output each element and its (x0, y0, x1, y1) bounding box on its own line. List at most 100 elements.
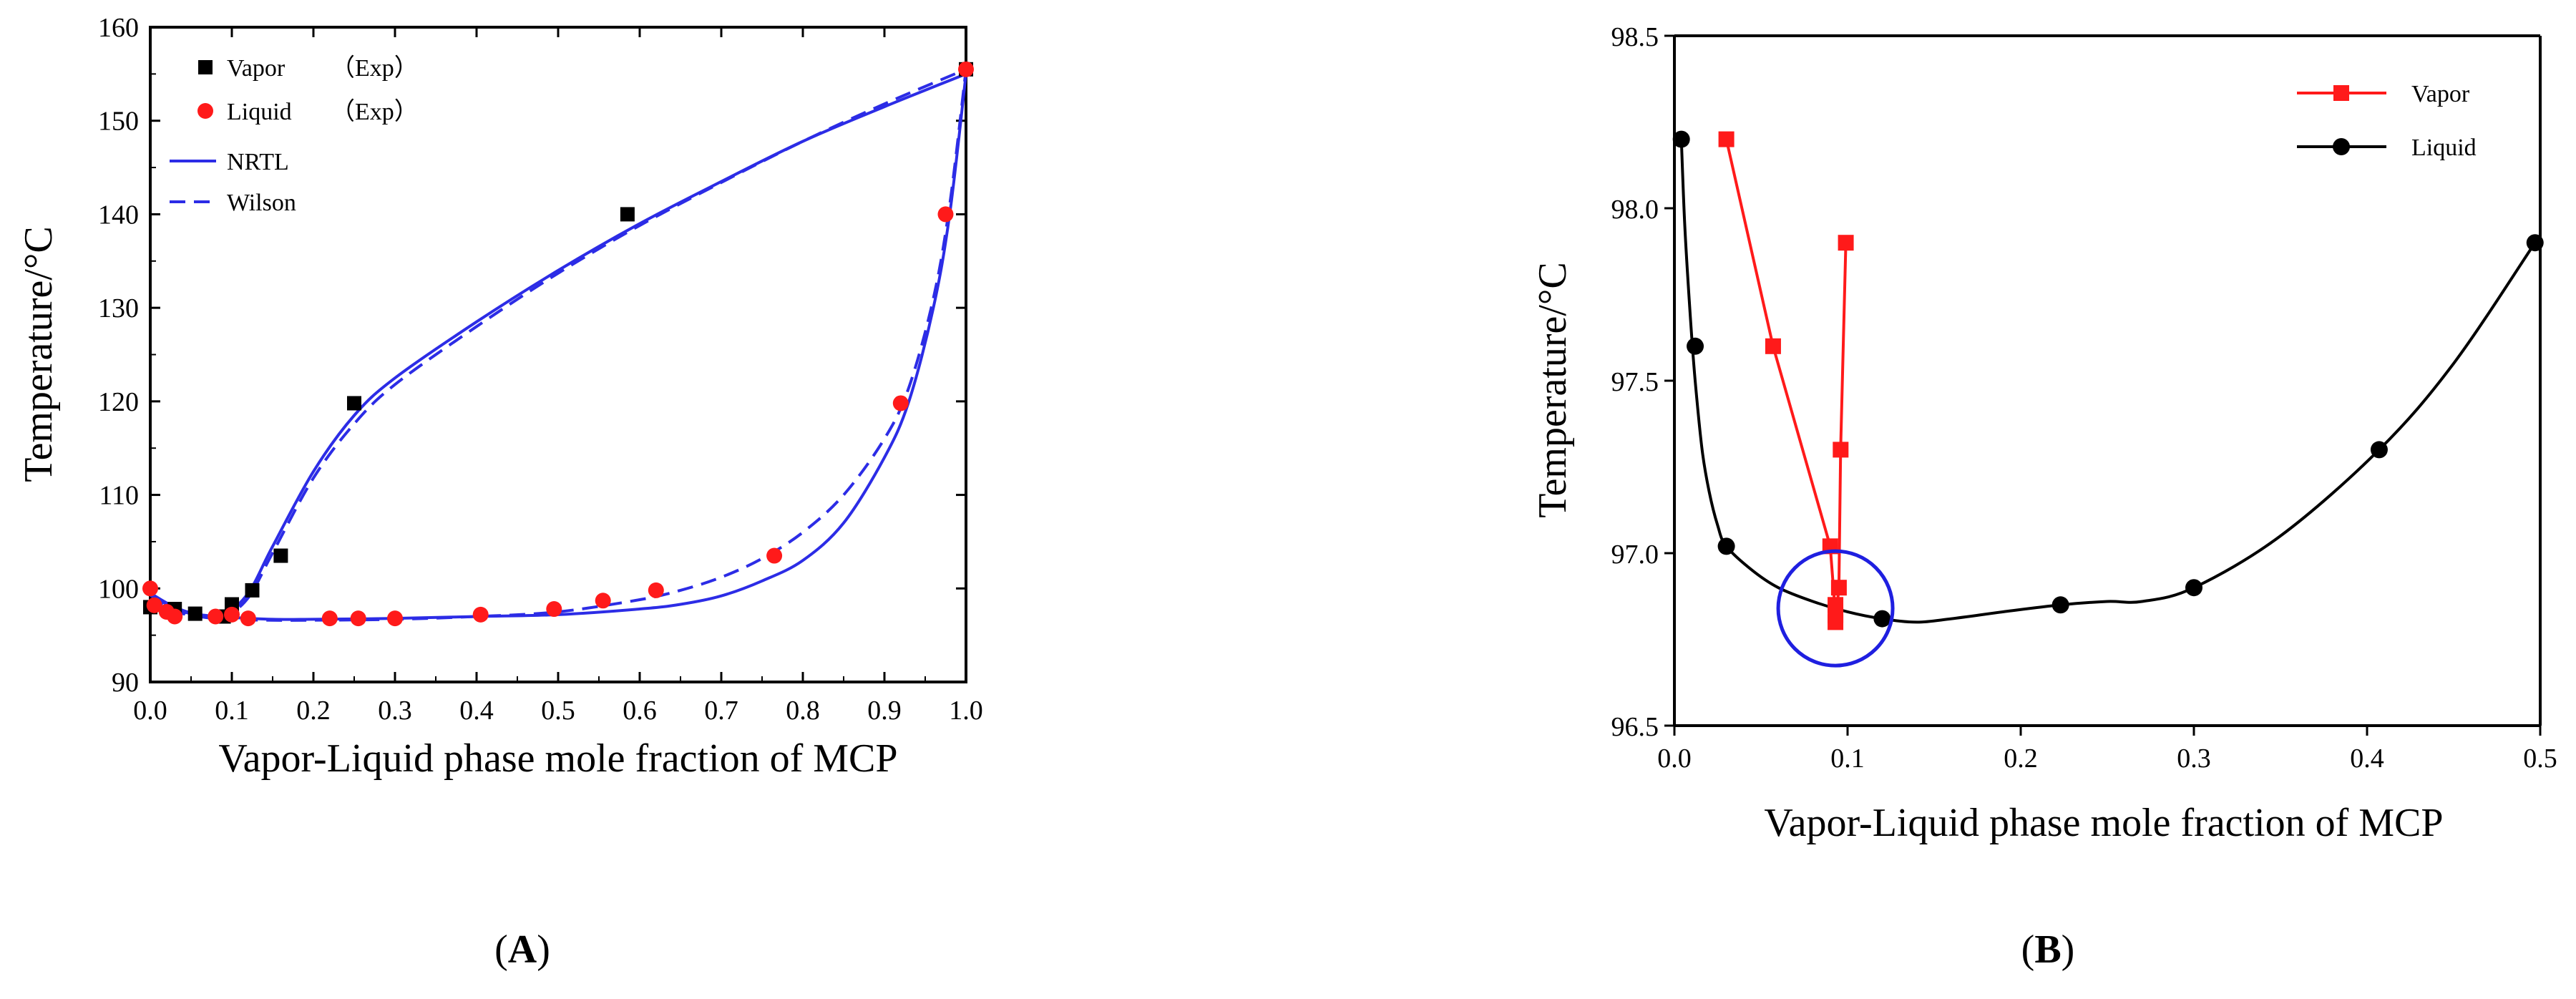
x-tick-label: 0.5 (2523, 744, 2557, 774)
liquid-exp-point (321, 610, 338, 627)
panel-b-x-axis-label: Vapor-Liquid phase mole fraction of MCP (1764, 801, 2443, 845)
liquid-point (1717, 537, 1735, 555)
panel-a-label: (A) (494, 927, 550, 972)
liquid-exp-point (595, 593, 611, 609)
highlight-circle (1776, 549, 1895, 668)
legend-liquid-marker (197, 103, 213, 119)
legend-wilson-label: Wilson (227, 190, 296, 216)
panel-a-y-axis-label: Temperature/°C (16, 226, 61, 482)
x-tick-label: 0.1 (1830, 744, 1865, 774)
x-tick-label: 0.2 (2004, 744, 2038, 774)
panel-b-label: (B) (2021, 927, 2075, 972)
legend-vapor-suffix: （Exp） (331, 54, 419, 82)
panel-b-legend: Vapor Liquid (2297, 81, 2477, 161)
x-tick-label: 0.6 (623, 696, 657, 726)
vapor-point (1828, 597, 1844, 613)
legend-vapor-label: Vapor (2411, 81, 2470, 107)
y-tick-label: 110 (99, 481, 139, 511)
panel-a-y-ticks: 90 100 110 120 130 140 150 160 (98, 13, 966, 698)
vapor-exp-point (620, 207, 635, 222)
liquid-exp-point (142, 580, 158, 597)
y-tick-label: 150 (98, 107, 139, 137)
series-line (149, 69, 967, 622)
y-tick-label: 100 (98, 574, 139, 604)
vapor-exp-point (347, 396, 361, 411)
panel-a-legend: Vapor （Exp） Liquid （Exp） NRTL Wilson (170, 54, 419, 216)
y-tick-label: 130 (98, 293, 139, 323)
x-tick-label: 0.0 (133, 696, 167, 726)
x-tick-label: 0.8 (786, 696, 820, 726)
liquid-point (2370, 441, 2388, 459)
x-tick-label: 0.9 (867, 696, 902, 726)
liquid-exp-point (387, 610, 403, 627)
vapor-point (1830, 580, 1847, 596)
x-tick-label: 0.0 (1657, 744, 1692, 774)
vapor-point (1718, 131, 1735, 147)
liquid-exp-point (224, 606, 240, 623)
vapor-point (1828, 614, 1844, 630)
x-tick-label: 0.5 (541, 696, 575, 726)
legend-liquid-label: Liquid (227, 99, 292, 125)
legend-nrtl-label: NRTL (227, 149, 289, 175)
liquid-exp-point (146, 597, 162, 613)
vapor-exp-point (245, 583, 260, 598)
x-tick-label: 0.2 (296, 696, 331, 726)
panel-b-x-ticks: 0.0 0.1 0.2 0.3 0.4 0.5 (1657, 726, 2557, 774)
legend-liquid-marker (2333, 138, 2350, 155)
liquid-point (1672, 130, 1690, 148)
panel-a-x-axis-label: Vapor-Liquid phase mole fraction of MCP (218, 736, 897, 781)
liquid-point (2185, 579, 2202, 597)
series-line (149, 74, 967, 621)
x-tick-label: 0.3 (2177, 744, 2211, 774)
liquid-exp-point (472, 606, 489, 623)
liquid-exp-point (167, 608, 183, 625)
y-tick-label: 98.5 (1611, 22, 1659, 52)
y-tick-label: 120 (98, 387, 139, 417)
vapor-point (1838, 235, 1854, 251)
y-tick-label: 160 (98, 13, 139, 43)
y-tick-label: 90 (112, 668, 139, 698)
legend-vapor-label: Vapor (227, 55, 286, 82)
legend-vapor-marker (2333, 85, 2349, 101)
liquid-exp-point (958, 61, 974, 77)
x-tick-label: 0.1 (215, 696, 249, 726)
liquid-point (2051, 596, 2069, 614)
y-tick-label: 140 (98, 200, 139, 230)
panel-a-series (142, 61, 974, 627)
panel-b-series (1672, 130, 2544, 668)
liquid-exp-point (766, 547, 783, 564)
liquid-exp-point (546, 601, 562, 618)
panel-a-x-ticks: 0.0 0.1 0.2 0.3 0.4 0.5 0.6 0.7 0.8 0.9 1.0 (133, 27, 983, 726)
y-tick-label: 98.0 (1611, 195, 1659, 225)
y-tick-label: 97.5 (1611, 367, 1659, 397)
liquid-point (1687, 337, 1704, 355)
vapor-point (1833, 442, 1849, 458)
x-tick-label: 0.7 (704, 696, 738, 726)
liquid-point (2526, 234, 2544, 252)
liquid-exp-point (240, 610, 256, 627)
legend-vapor-marker (198, 60, 213, 74)
x-tick-label: 1.0 (949, 696, 983, 726)
panel-b-y-ticks: 96.5 97.0 97.5 98.0 98.5 (1611, 22, 1674, 742)
liquid-exp-point (350, 610, 366, 627)
panel-b-y-axis-label: Temperature/°C (1531, 262, 1575, 517)
panel-a-plot-frame (149, 26, 967, 683)
vapor-exp-point (273, 548, 288, 563)
x-tick-label: 0.4 (459, 696, 494, 726)
legend-liquid-label: Liquid (2411, 135, 2477, 161)
panel-b-chart: 96.597.097.598.098.5 0.0 0.1 0.2 0.3 0.4 0.5 … (1531, 22, 2557, 972)
vapor-point (1765, 338, 1781, 354)
liquid-exp-point (892, 395, 909, 411)
y-tick-label: 97.0 (1611, 540, 1659, 570)
vapor-exp-point (187, 606, 203, 621)
liquid-point (1873, 610, 1891, 628)
x-tick-label: 0.3 (378, 696, 412, 726)
legend-liquid-suffix: （Exp） (331, 98, 419, 125)
liquid-curve (1679, 139, 2537, 624)
liquid-exp-point (937, 206, 954, 223)
liquid-exp-point (648, 582, 664, 598)
liquid-exp-point (208, 608, 224, 625)
y-tick-label: 96.5 (1611, 712, 1659, 742)
